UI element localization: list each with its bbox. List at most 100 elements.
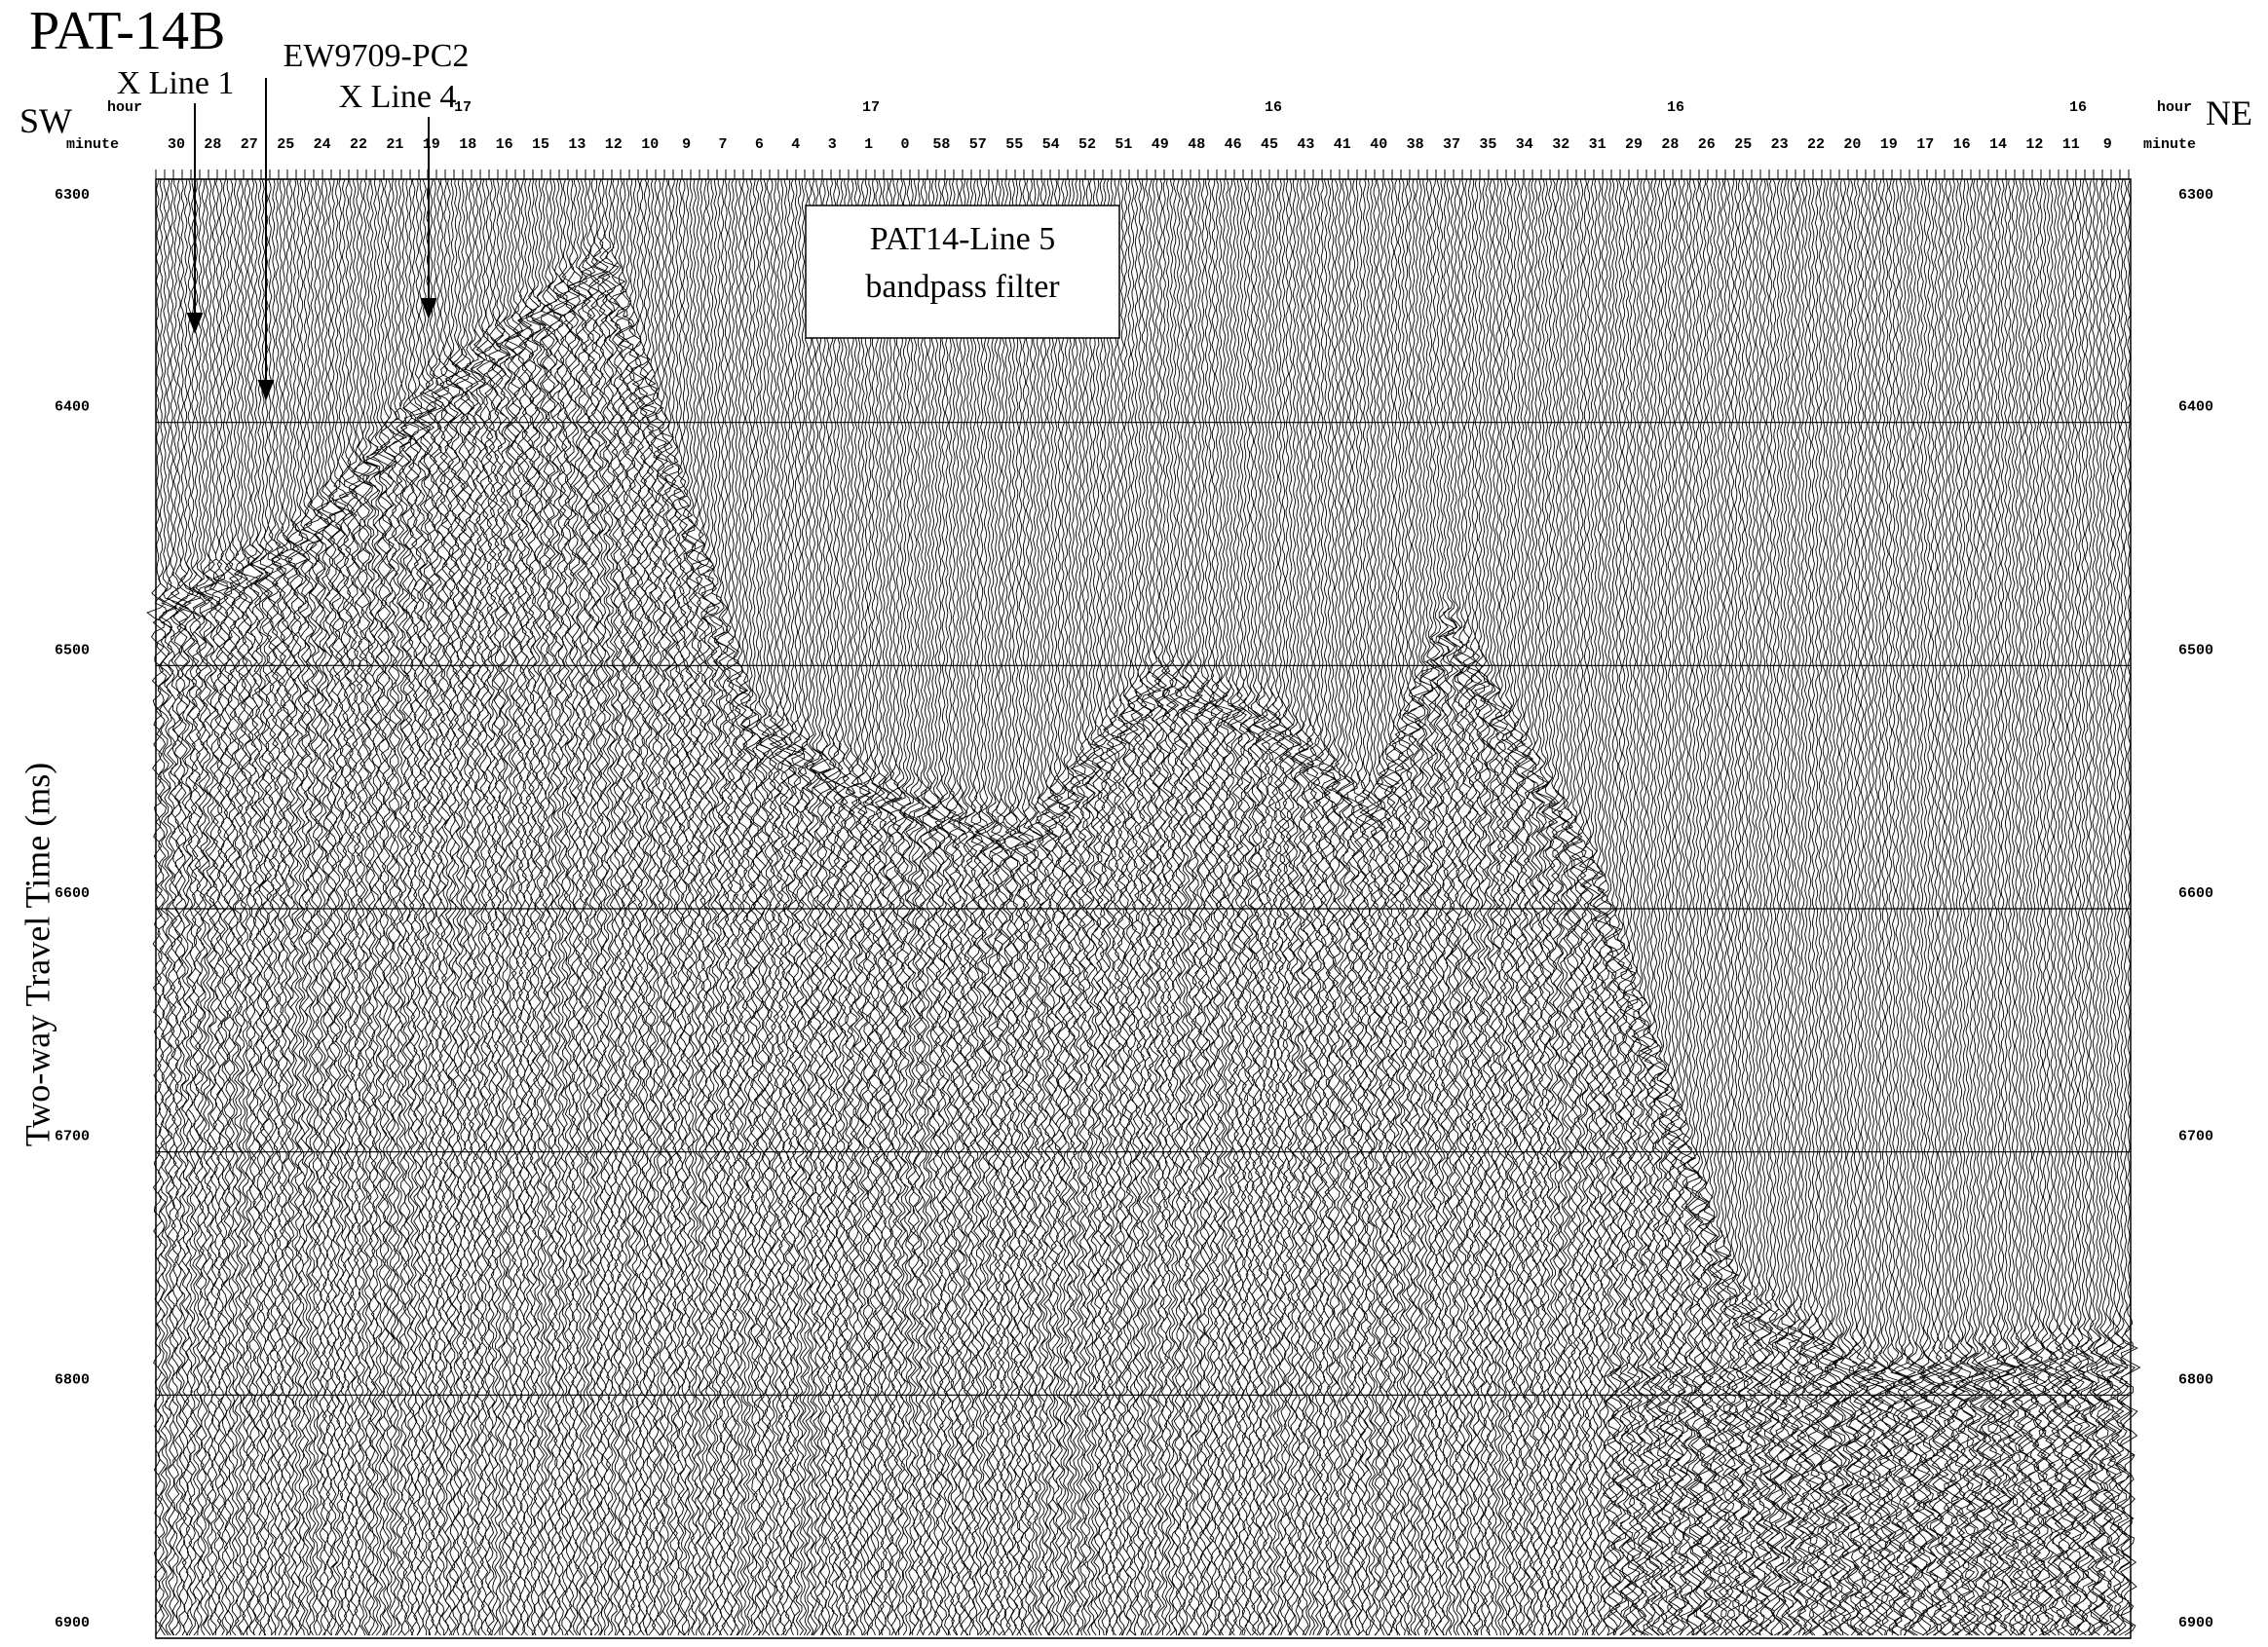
minute-tick-label: 31 <box>1589 136 1606 153</box>
seismic-traces <box>146 178 249 1636</box>
minute-tick-label: 4 <box>791 136 800 153</box>
minute-tick-label: 29 <box>1625 136 1643 153</box>
seismic-traces <box>1115 178 1217 1636</box>
ew9709-label: EW9709-PC2 <box>284 38 470 74</box>
seismic-traces <box>1465 178 1568 1636</box>
hour-label: hour <box>2157 99 2192 116</box>
minute-tick-label: 40 <box>1370 136 1387 153</box>
y-tick-label: 6900 <box>55 1615 90 1631</box>
y-axis-label: Two-way Travel Time (ms) <box>18 763 57 1147</box>
minute-tick-label: 21 <box>386 136 403 153</box>
seismic-traces <box>2077 178 2141 1636</box>
minute-tick-label: 1 <box>864 136 873 153</box>
minute-tick-label: 27 <box>241 136 258 153</box>
figure-title: PAT-14B <box>29 1 225 61</box>
minute-tick-label: 37 <box>1443 136 1460 153</box>
arrow-head <box>186 313 204 334</box>
minute-tick-label: 22 <box>1807 136 1825 153</box>
seismic-traces <box>587 178 690 1636</box>
minute-tick-label: 22 <box>350 136 367 153</box>
seismic-traces <box>1203 178 1303 1636</box>
minute-tick-label: 55 <box>1005 136 1023 153</box>
y-tick-label: 6500 <box>2178 642 2213 658</box>
minute-label: minute <box>2143 136 2196 153</box>
hour-tick-label: 17 <box>454 99 472 116</box>
ne-label: NE <box>2206 94 2252 132</box>
minute-tick-label: 0 <box>900 136 909 153</box>
arrows <box>186 78 437 401</box>
minute-tick-label: 43 <box>1297 136 1314 153</box>
seismic-traces <box>1551 178 1653 1636</box>
minute-tick-label: 51 <box>1115 136 1132 153</box>
minute-tick-label: 54 <box>1042 136 1060 153</box>
minute-tick-label: 58 <box>932 136 950 153</box>
minute-tick-label: 46 <box>1225 136 1242 153</box>
y-tick-label: 6800 <box>2178 1371 2213 1388</box>
minute-tick-label: 11 <box>2062 136 2080 153</box>
minute-tick-label: 20 <box>1843 136 1861 153</box>
minute-tick-label: 9 <box>2103 136 2112 153</box>
minute-tick-label: 24 <box>314 136 331 153</box>
seismic-traces <box>411 178 511 1636</box>
minute-tick-label: 34 <box>1516 136 1533 153</box>
minute-tick-label: 30 <box>168 136 185 153</box>
minute-tick-label: 26 <box>1698 136 1716 153</box>
x-line-1-label: X Line 1 <box>117 65 235 101</box>
y-tick-label: 6800 <box>55 1371 90 1388</box>
minute-tick-label: 3 <box>828 136 837 153</box>
minute-tick-label: 38 <box>1407 136 1424 153</box>
minute-tick-label: 28 <box>1661 136 1679 153</box>
minute-tick-label: 28 <box>204 136 221 153</box>
minute-tick-label: 52 <box>1078 136 1096 153</box>
y-tick-label: 6500 <box>55 642 90 658</box>
y-tick-label: 6600 <box>55 885 90 902</box>
annotation-line: PAT14-Line 5 <box>870 221 1055 257</box>
seismic-traces <box>1726 178 1831 1636</box>
y-tick-label: 6400 <box>2178 399 2213 416</box>
minute-tick-label: 32 <box>1552 136 1569 153</box>
seismic-traces <box>936 178 1044 1636</box>
minute-label: minute <box>66 136 119 153</box>
seismic-traces <box>500 178 600 1636</box>
minute-tick-label: 25 <box>1734 136 1752 153</box>
seismic-traces <box>1987 178 2094 1636</box>
minute-tick-label: 49 <box>1152 136 1169 153</box>
minute-tick-label: 12 <box>2025 136 2043 153</box>
seismic-traces <box>850 178 952 1636</box>
minute-tick-label: 45 <box>1261 136 1278 153</box>
seismic-traces <box>1814 178 1917 1636</box>
y-tick-label: 6300 <box>55 187 90 204</box>
y-tick-label: 6300 <box>2178 187 2213 204</box>
seismic-traces <box>233 178 336 1636</box>
minute-tick-label: 23 <box>1771 136 1789 153</box>
seismic-traces <box>1377 178 1479 1636</box>
hour-label: hour <box>107 99 142 116</box>
minute-tick-label: 57 <box>969 136 987 153</box>
seismic-traces <box>761 178 863 1636</box>
minute-tick-label: 13 <box>568 136 586 153</box>
minute-tick-label: 16 <box>496 136 513 153</box>
minute-tick-label: 14 <box>1989 136 2007 153</box>
y-tick-label: 6700 <box>2178 1129 2213 1145</box>
minute-tick-label: 12 <box>605 136 623 153</box>
trace-ticks <box>155 169 2130 179</box>
arrow-head <box>420 298 437 319</box>
hour-tick-label: 16 <box>2069 99 2087 116</box>
hour-tick-label: 16 <box>1667 99 1684 116</box>
minute-tick-label: 7 <box>718 136 727 153</box>
y-tick-label: 6900 <box>2178 1615 2213 1631</box>
y-tick-label: 6600 <box>2178 885 2213 902</box>
seismic-traces <box>1897 178 2011 1636</box>
minute-tick-label: 17 <box>1916 136 1934 153</box>
minute-tick-label: 35 <box>1479 136 1496 153</box>
annotation-box <box>805 205 1120 339</box>
minute-tick-label: 9 <box>682 136 691 153</box>
minute-tick-label: 48 <box>1188 136 1205 153</box>
minute-tick-label: 19 <box>1880 136 1898 153</box>
minute-tick-label: 15 <box>532 136 549 153</box>
minute-tick-label: 19 <box>423 136 440 153</box>
seismic-traces <box>1288 178 1393 1636</box>
arrow-head <box>257 380 275 401</box>
